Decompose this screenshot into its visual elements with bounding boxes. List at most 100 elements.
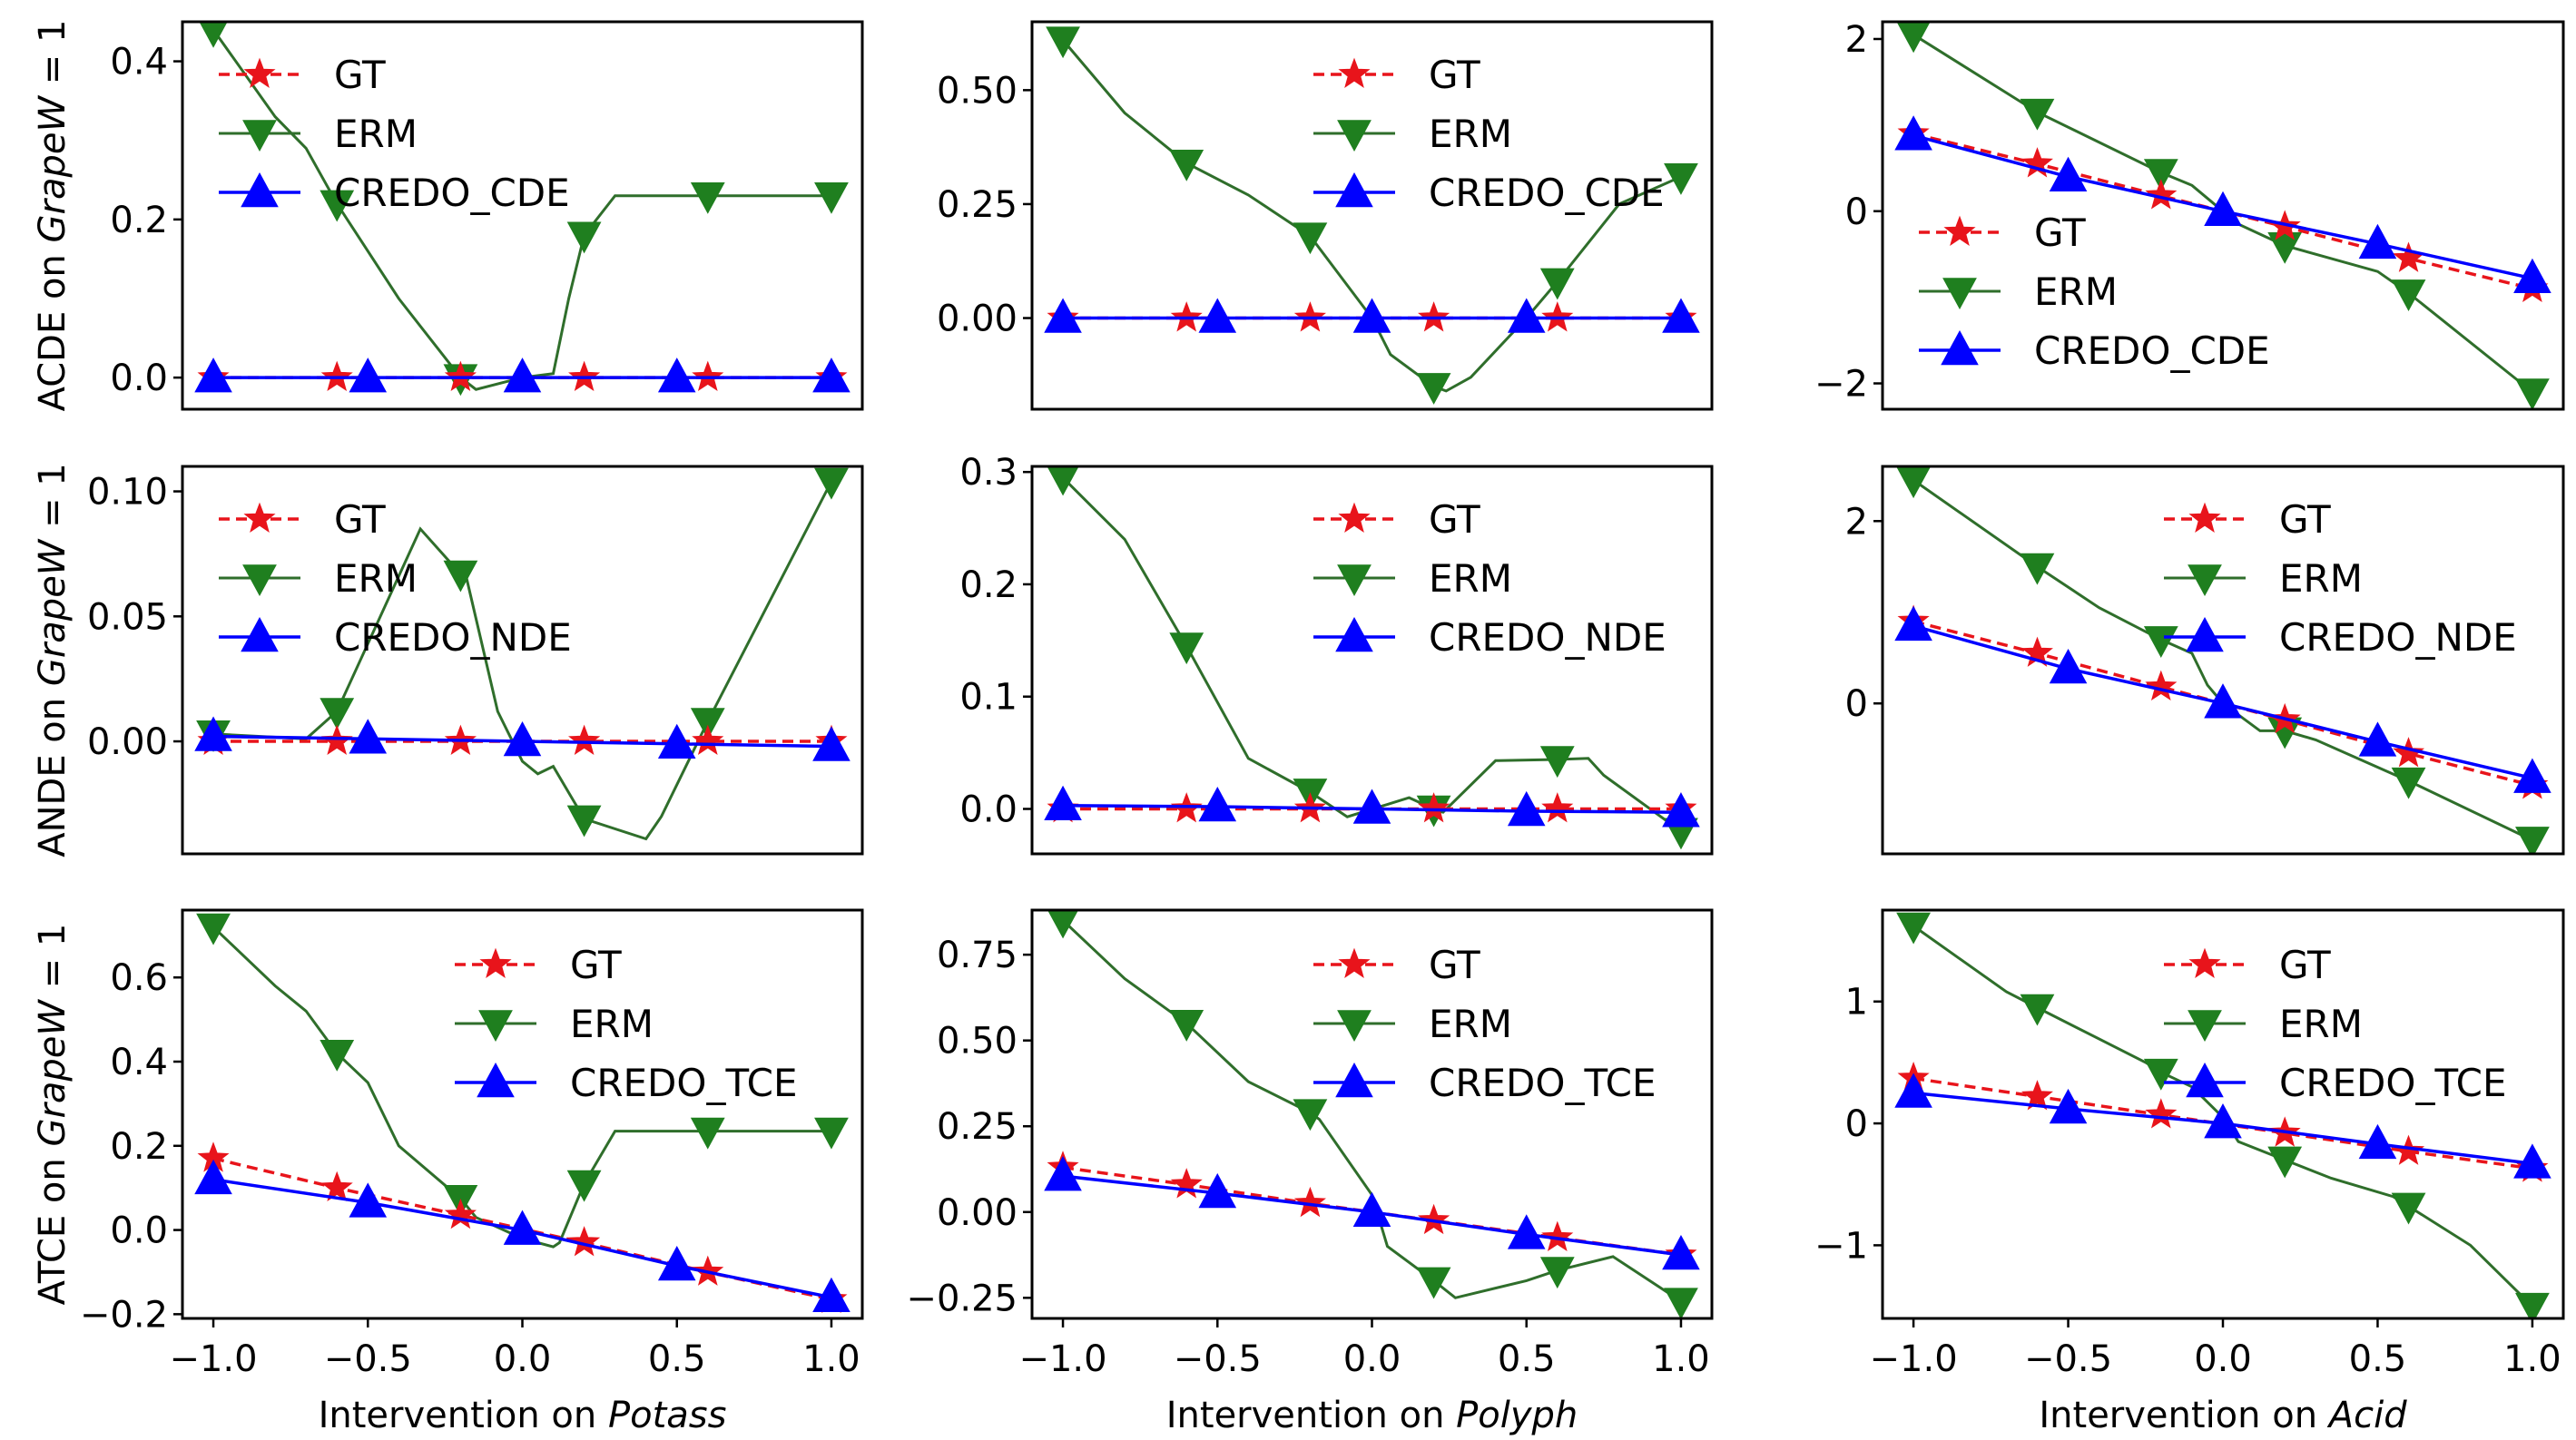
credo-triangle-up-marker-1 bbox=[1198, 786, 1237, 822]
y-tick-label: 0.2 bbox=[110, 1126, 168, 1168]
legend-gt-label: GT bbox=[334, 497, 386, 542]
legend: GT ERM CREDO_NDE bbox=[219, 497, 572, 660]
erm-triangle-down-marker-3 bbox=[1416, 373, 1451, 405]
y-tick-label: 0.0 bbox=[110, 1210, 168, 1252]
credo-triangle-up-marker-1 bbox=[2049, 156, 2088, 192]
gt-star-marker-4 bbox=[1541, 1220, 1574, 1252]
y-tick-label: −0.2 bbox=[80, 1294, 168, 1336]
credo-triangle-up-marker-4 bbox=[812, 726, 850, 761]
gt-star-marker-3 bbox=[1418, 792, 1450, 823]
erm-triangle-down-marker-3 bbox=[566, 805, 602, 838]
y-axis-label: ATCE on GrapeW = 1 bbox=[32, 924, 74, 1306]
gt-star-marker-legend bbox=[243, 57, 276, 88]
y-tick-label: 2 bbox=[1845, 19, 1868, 61]
subplot-r1-c1: 0.0 0.1 0.2 0.3 GT ERM CREDO_NDE bbox=[959, 452, 1714, 856]
legend: GT ERM CREDO_CDE bbox=[219, 53, 570, 215]
y-tick-label: 0.75 bbox=[937, 935, 1018, 976]
subplot-r2-c0: −0.2 0.0 0.2 0.4 0.6 −1.0 −0.5 0.0 0.5 1.0 ATCE on… bbox=[32, 908, 864, 1436]
erm-triangle-down-marker-1 bbox=[1169, 1010, 1204, 1042]
erm-triangle-down-marker-1 bbox=[1169, 149, 1204, 181]
credo-triangle-up-marker-4 bbox=[2513, 758, 2551, 793]
credo-triangle-up-marker-1 bbox=[349, 358, 388, 393]
y-tick-label: 0.50 bbox=[937, 70, 1018, 112]
erm-triangle-down-marker-4 bbox=[2391, 279, 2426, 311]
y-tick-label: 0.6 bbox=[110, 957, 168, 999]
erm-triangle-down-marker-3 bbox=[2267, 1146, 2303, 1179]
gt-star-marker-2 bbox=[444, 1198, 477, 1229]
gt-star-marker-2 bbox=[2145, 1098, 2178, 1129]
y-tick-label: 1 bbox=[1845, 982, 1868, 1024]
erm-triangle-down-marker-4 bbox=[690, 708, 725, 740]
legend-gt-label: GT bbox=[2279, 943, 2331, 987]
erm-triangle-down-marker-0 bbox=[1047, 910, 1079, 939]
legend-gt-label: GT bbox=[570, 943, 622, 987]
y-axis-label: ACDE on GrapeW = 1 bbox=[32, 20, 74, 412]
credo-triangle-up-marker-2 bbox=[503, 1210, 542, 1245]
legend-gt-label: GT bbox=[1429, 53, 1480, 97]
y-tick-label: 0.4 bbox=[110, 42, 168, 83]
plot-frame bbox=[181, 20, 864, 411]
erm-triangle-down-marker-1 bbox=[2020, 98, 2055, 131]
credo-triangle-up-marker-legend bbox=[1335, 616, 1373, 652]
erm-triangle-down-marker-legend bbox=[1337, 1010, 1372, 1043]
erm-triangle-down-marker-2 bbox=[1293, 1099, 1328, 1131]
credo-triangle-up-marker-legend bbox=[1335, 1062, 1373, 1098]
legend-gt-label: GT bbox=[334, 53, 386, 97]
credo-triangle-up-marker-legend bbox=[1941, 329, 1979, 366]
y-tick-label: 0.2 bbox=[110, 200, 168, 241]
x-axis-label: Intervention on Acid bbox=[2039, 1395, 2407, 1436]
erm-triangle-down-marker-0 bbox=[1896, 466, 1931, 499]
erm-triangle-down-marker-1 bbox=[320, 1039, 355, 1072]
gt-star-marker-1 bbox=[1170, 1168, 1203, 1199]
erm-series-line bbox=[211, 28, 831, 391]
erm-triangle-down-marker-0 bbox=[1896, 22, 1931, 54]
y-tick-label: 0.00 bbox=[937, 299, 1018, 340]
erm-triangle-down-marker-4 bbox=[690, 1117, 725, 1150]
erm-triangle-down-marker-5 bbox=[814, 467, 849, 500]
erm-triangle-down-marker-0 bbox=[196, 913, 231, 945]
y-tick-label: 0.25 bbox=[937, 184, 1018, 226]
credo-triangle-up-marker-legend bbox=[241, 616, 279, 652]
gt-star-marker-4 bbox=[2393, 737, 2425, 768]
x-tick-label: 0.5 bbox=[648, 1338, 706, 1380]
subplot-r0-c2: −2 0 2 GT ERM CREDO_CDE bbox=[1814, 19, 2565, 411]
erm-triangle-down-marker-legend bbox=[1337, 564, 1372, 597]
subplot-r2-c1: −0.25 0.00 0.25 0.50 0.75 −1.0 −0.5 0.0 0.5 1.0 In… bbox=[906, 908, 1714, 1436]
plot-area bbox=[194, 467, 850, 841]
plot-frame bbox=[1881, 20, 2565, 411]
credo-triangle-up-marker-legend bbox=[2186, 1062, 2224, 1098]
credo-triangle-up-marker-legend bbox=[241, 171, 279, 208]
y-tick-label: 0.00 bbox=[87, 721, 168, 763]
erm-triangle-down-marker-5 bbox=[2515, 827, 2550, 854]
credo-triangle-up-marker-4 bbox=[812, 1277, 850, 1313]
erm-triangle-down-marker-5 bbox=[814, 181, 849, 214]
gt-star-marker-2 bbox=[2145, 670, 2178, 701]
gt-star-marker-2 bbox=[2145, 179, 2178, 210]
plot-frame bbox=[181, 465, 864, 856]
gt-star-marker-4 bbox=[1541, 792, 1574, 823]
credo-triangle-up-marker-2 bbox=[2204, 1103, 2242, 1139]
credo-triangle-up-marker-1 bbox=[1198, 1172, 1237, 1209]
x-tick-label: −1.0 bbox=[1870, 1338, 1958, 1380]
plot-area bbox=[194, 913, 850, 1314]
y-tick-label: 2 bbox=[1845, 501, 1868, 543]
gt-star-marker-3 bbox=[1418, 1203, 1450, 1235]
erm-series-line bbox=[212, 480, 833, 841]
legend-gt-label: GT bbox=[2279, 497, 2331, 542]
erm-triangle-down-marker-legend bbox=[1942, 278, 1977, 310]
credo-triangle-up-marker-0 bbox=[1894, 1073, 1932, 1108]
credo-triangle-up-marker-0 bbox=[1044, 785, 1082, 821]
y-tick-label: 0.00 bbox=[937, 1192, 1018, 1234]
erm-triangle-down-marker-4 bbox=[1539, 268, 1575, 300]
erm-triangle-down-marker-legend bbox=[242, 120, 277, 152]
erm-series-line bbox=[1912, 478, 2533, 842]
x-tick-label: 0.0 bbox=[2194, 1338, 2252, 1380]
subplot-r0-c0: 0.0 0.2 0.4 ACDE on GrapeW = 1 GT ERM CREDO_CD… bbox=[32, 20, 864, 412]
credo-triangle-up-marker-0 bbox=[194, 716, 232, 751]
credo-triangle-up-marker-0 bbox=[194, 1159, 232, 1195]
erm-triangle-down-marker-4 bbox=[1539, 746, 1575, 779]
erm-triangle-down-marker-legend bbox=[242, 564, 277, 597]
credo-triangle-up-marker-1 bbox=[2049, 1088, 2088, 1124]
credo-triangle-up-marker-3 bbox=[657, 1245, 696, 1281]
